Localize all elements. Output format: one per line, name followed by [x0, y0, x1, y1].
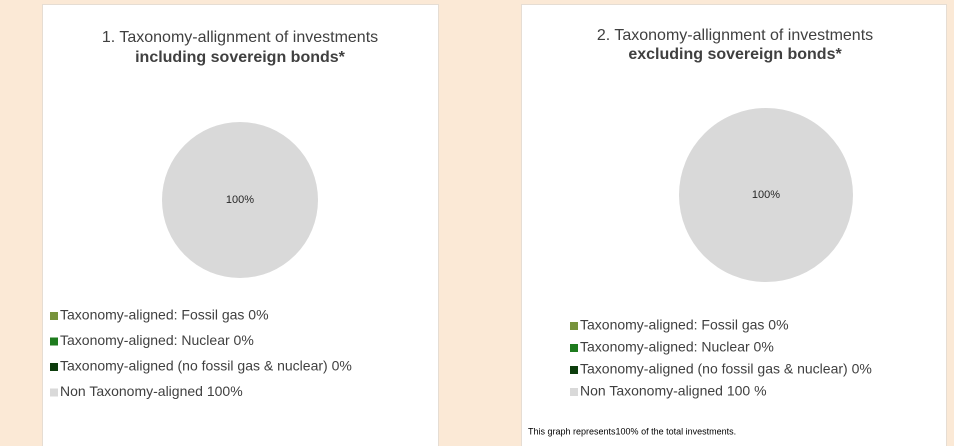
legend-swatch: [50, 312, 58, 320]
chart-subtitle: including sovereign bonds*: [135, 49, 346, 66]
legend-label: Taxonomy-aligned (no fossil gas & nuclea…: [580, 361, 872, 377]
legend-swatch: [50, 363, 58, 371]
legend-label: Taxonomy-aligned: Nuclear 0%: [580, 339, 774, 355]
legend-label: Non Taxonomy-aligned 100 %: [580, 383, 767, 399]
legend-swatch: [570, 366, 578, 374]
pie-slice: [679, 108, 853, 282]
legend-swatch: [50, 337, 58, 346]
chart-title: 1. Taxonomy-allignment of investments: [102, 29, 378, 46]
legend-label: Taxonomy-aligned: Nuclear 0%: [60, 332, 254, 348]
legend-swatch: [50, 388, 58, 397]
legend-swatch: [570, 388, 578, 396]
chart-subtitle: excluding sovereign bonds*: [628, 46, 842, 63]
legend-label: Taxonomy-aligned (no fossil gas & nuclea…: [60, 358, 352, 374]
legend-swatch: [570, 322, 578, 330]
legend-label: Taxonomy-aligned: Fossil gas 0%: [60, 307, 269, 323]
legend-swatch: [570, 344, 578, 352]
legend-label: Taxonomy-aligned: Fossil gas 0%: [580, 317, 789, 333]
footnote: This graph represents100% of the total i…: [528, 426, 736, 436]
pie-slice: [162, 122, 318, 278]
legend-label: Non Taxonomy-aligned 100%: [60, 383, 243, 399]
chart-title: 2. Taxonomy-allignment of investments: [597, 27, 873, 44]
data-label: 100%: [752, 189, 780, 201]
data-label: 100%: [226, 194, 254, 206]
